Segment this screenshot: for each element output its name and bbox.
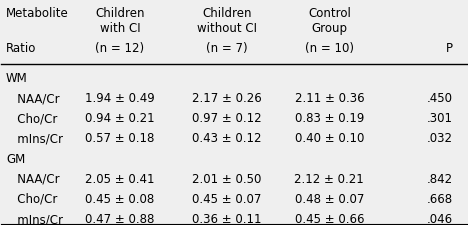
Text: Control
Group: Control Group	[308, 7, 351, 35]
Text: 0.36 ± 0.11: 0.36 ± 0.11	[192, 212, 262, 225]
Text: .450: .450	[427, 92, 453, 105]
Text: P: P	[446, 42, 453, 54]
Text: Children
with CI: Children with CI	[95, 7, 145, 35]
Text: Children
without CI: Children without CI	[197, 7, 257, 35]
Text: 0.48 ± 0.07: 0.48 ± 0.07	[295, 192, 364, 205]
Text: .842: .842	[426, 172, 453, 185]
Text: .046: .046	[426, 212, 453, 225]
Text: 2.17 ± 0.26: 2.17 ± 0.26	[192, 92, 262, 105]
Text: 0.57 ± 0.18: 0.57 ± 0.18	[85, 132, 155, 145]
Text: 2.05 ± 0.41: 2.05 ± 0.41	[85, 172, 155, 185]
Text: mIns/Cr: mIns/Cr	[6, 132, 63, 145]
Text: 2.11 ± 0.36: 2.11 ± 0.36	[294, 92, 364, 105]
Text: GM: GM	[6, 152, 25, 165]
Text: 0.40 ± 0.10: 0.40 ± 0.10	[295, 132, 364, 145]
Text: 0.83 ± 0.19: 0.83 ± 0.19	[295, 112, 364, 125]
Text: Cho/Cr: Cho/Cr	[6, 112, 58, 125]
Text: 0.47 ± 0.88: 0.47 ± 0.88	[85, 212, 155, 225]
Text: (n = 12): (n = 12)	[95, 42, 145, 54]
Text: 0.45 ± 0.08: 0.45 ± 0.08	[85, 192, 154, 205]
Text: 0.94 ± 0.21: 0.94 ± 0.21	[85, 112, 155, 125]
Text: Cho/Cr: Cho/Cr	[6, 192, 58, 205]
Text: .301: .301	[427, 112, 453, 125]
Text: 0.97 ± 0.12: 0.97 ± 0.12	[192, 112, 262, 125]
Text: Metabolite: Metabolite	[6, 7, 69, 20]
Text: (n = 10): (n = 10)	[305, 42, 354, 54]
Text: WM: WM	[6, 72, 28, 85]
Text: .668: .668	[426, 192, 453, 205]
Text: NAA/Cr: NAA/Cr	[6, 92, 59, 105]
Text: 0.45 ± 0.07: 0.45 ± 0.07	[192, 192, 262, 205]
Text: (n = 7): (n = 7)	[206, 42, 248, 54]
Text: 2.12 ± 0.21: 2.12 ± 0.21	[294, 172, 364, 185]
Text: 0.45 ± 0.66: 0.45 ± 0.66	[295, 212, 364, 225]
Text: NAA/Cr: NAA/Cr	[6, 172, 59, 185]
Text: 0.43 ± 0.12: 0.43 ± 0.12	[192, 132, 262, 145]
Text: .032: .032	[427, 132, 453, 145]
Text: 2.01 ± 0.50: 2.01 ± 0.50	[192, 172, 262, 185]
Text: 1.94 ± 0.49: 1.94 ± 0.49	[85, 92, 155, 105]
Text: mIns/Cr: mIns/Cr	[6, 212, 63, 225]
Text: Ratio: Ratio	[6, 42, 37, 54]
